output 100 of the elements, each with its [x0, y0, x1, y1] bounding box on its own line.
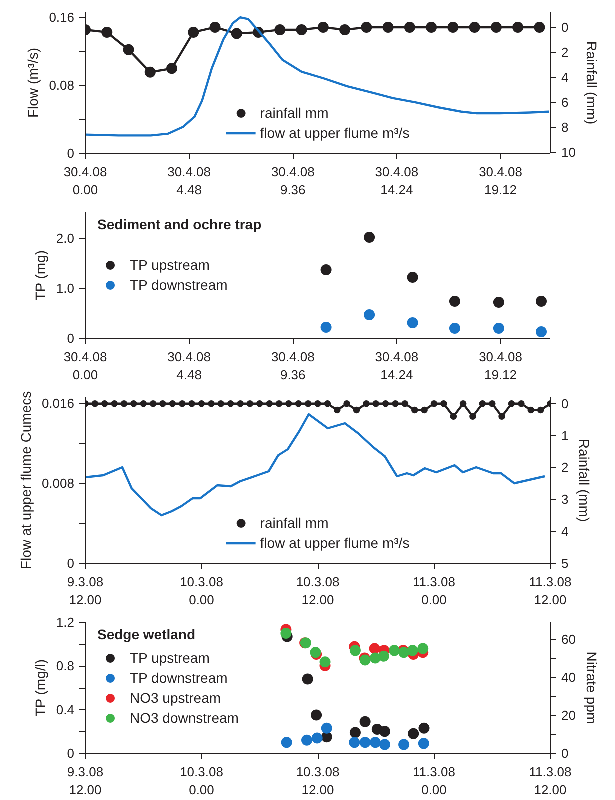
point	[448, 22, 459, 33]
y-axis-title: Flow at upper flume Cumecs	[18, 391, 34, 570]
y2-tick-label: 8	[562, 120, 569, 135]
point	[123, 44, 134, 56]
legend-label: flow at upper flume m³/s	[260, 124, 410, 142]
y2-tick-label: 2	[562, 460, 569, 476]
y2-tick-label: 0	[562, 746, 569, 761]
point	[340, 24, 351, 36]
point	[295, 400, 302, 408]
point	[101, 400, 108, 408]
point	[246, 400, 254, 408]
point	[479, 400, 486, 408]
point	[498, 413, 506, 420]
point	[508, 400, 516, 408]
x-tick-label: 30.4.08 0.00	[64, 350, 108, 382]
point	[218, 400, 225, 408]
y-tick-label: 0.4	[56, 702, 75, 718]
point	[188, 400, 196, 408]
point	[372, 400, 380, 408]
y-tick-label: 0	[67, 146, 75, 161]
y2-tick-label: 4	[562, 524, 569, 540]
y-tick-label: 0	[67, 331, 75, 346]
point	[382, 400, 390, 408]
x-tick-label: 30.4.08 0.00	[64, 164, 108, 198]
point	[469, 22, 480, 33]
point	[276, 400, 283, 408]
chart-title: Sediment and ochre trap	[98, 216, 262, 232]
x-tick-label: 10.3.08 12.00	[296, 764, 340, 798]
point	[334, 406, 341, 414]
point	[488, 400, 496, 408]
point	[518, 400, 525, 408]
y2-tick-label: 40	[562, 670, 576, 685]
point	[364, 310, 376, 320]
y2-axis-title: Rainfall (mm)	[576, 438, 593, 522]
point	[111, 400, 118, 408]
point	[227, 400, 234, 408]
point	[237, 400, 244, 408]
point	[426, 22, 438, 33]
point	[361, 22, 372, 33]
y2-tick-label: 20	[562, 708, 576, 723]
y2-tick-label: 10	[562, 144, 576, 160]
point	[392, 400, 399, 408]
y2-tick-label: 2	[562, 44, 569, 60]
y2-axis-title: Rainfall (mm)	[584, 41, 600, 125]
point	[493, 323, 504, 334]
point	[140, 400, 148, 408]
point	[534, 22, 546, 33]
point	[404, 22, 416, 33]
point	[536, 296, 547, 307]
x-tick-label: 30.4.08 4.48	[168, 164, 211, 198]
point	[320, 264, 332, 276]
legend-label: TP upstream	[130, 648, 210, 666]
y2-tick-label: 0	[562, 20, 569, 35]
x-tick-label: 11.3.08 0.00	[413, 574, 456, 608]
y-tick-label: 0.8	[56, 658, 75, 674]
point	[449, 323, 460, 334]
point	[102, 26, 113, 38]
y-tick-label: 0.16	[49, 10, 75, 26]
point	[364, 232, 376, 243]
point	[318, 22, 329, 33]
point	[430, 400, 438, 408]
y-tick-label: 2.0	[56, 231, 75, 246]
legend-label: TP upstream	[130, 256, 210, 274]
point	[490, 22, 502, 33]
x-tick-label: 11.3.08 0.00	[413, 764, 456, 798]
point	[537, 406, 544, 414]
point	[470, 413, 476, 420]
y-tick-label: 0.08	[49, 78, 75, 94]
y-tick-label: 1.2	[56, 615, 75, 630]
point	[178, 400, 186, 408]
legend-label: rainfall mm	[260, 104, 329, 122]
point	[150, 400, 157, 408]
legend-label: TP downstream	[130, 276, 228, 294]
point	[528, 406, 535, 414]
y-tick-label: 0.016	[42, 396, 75, 411]
x-tick-label: 11.3.08 12.00	[529, 574, 572, 608]
point	[314, 400, 322, 408]
x-tick-label: 30.4.08 9.36	[271, 350, 315, 382]
point	[450, 413, 458, 420]
point	[231, 28, 242, 40]
x-tick-label: 9.3.08 12.00	[67, 574, 104, 608]
y-tick-label: 0	[67, 556, 75, 571]
x-tick-label: 30.4.08 19.12	[479, 350, 522, 382]
y-axis-title: TP (mg)	[32, 250, 48, 301]
point	[266, 400, 273, 408]
y2-tick-label: 4	[562, 70, 569, 85]
point	[353, 406, 360, 414]
x-tick-label: 10.3.08 0.00	[180, 764, 224, 798]
x-tick-label: 30.4.08 4.48	[168, 350, 211, 382]
point	[460, 400, 467, 408]
chart-title: Sedge wetland	[98, 626, 196, 642]
point	[304, 400, 312, 408]
point	[320, 322, 332, 333]
point	[208, 400, 215, 408]
point	[188, 26, 200, 38]
legend-label: NO3 upstream	[130, 688, 222, 706]
point	[402, 400, 409, 408]
legend-label: rainfall mm	[260, 514, 329, 532]
point	[210, 22, 221, 33]
point	[169, 400, 176, 408]
